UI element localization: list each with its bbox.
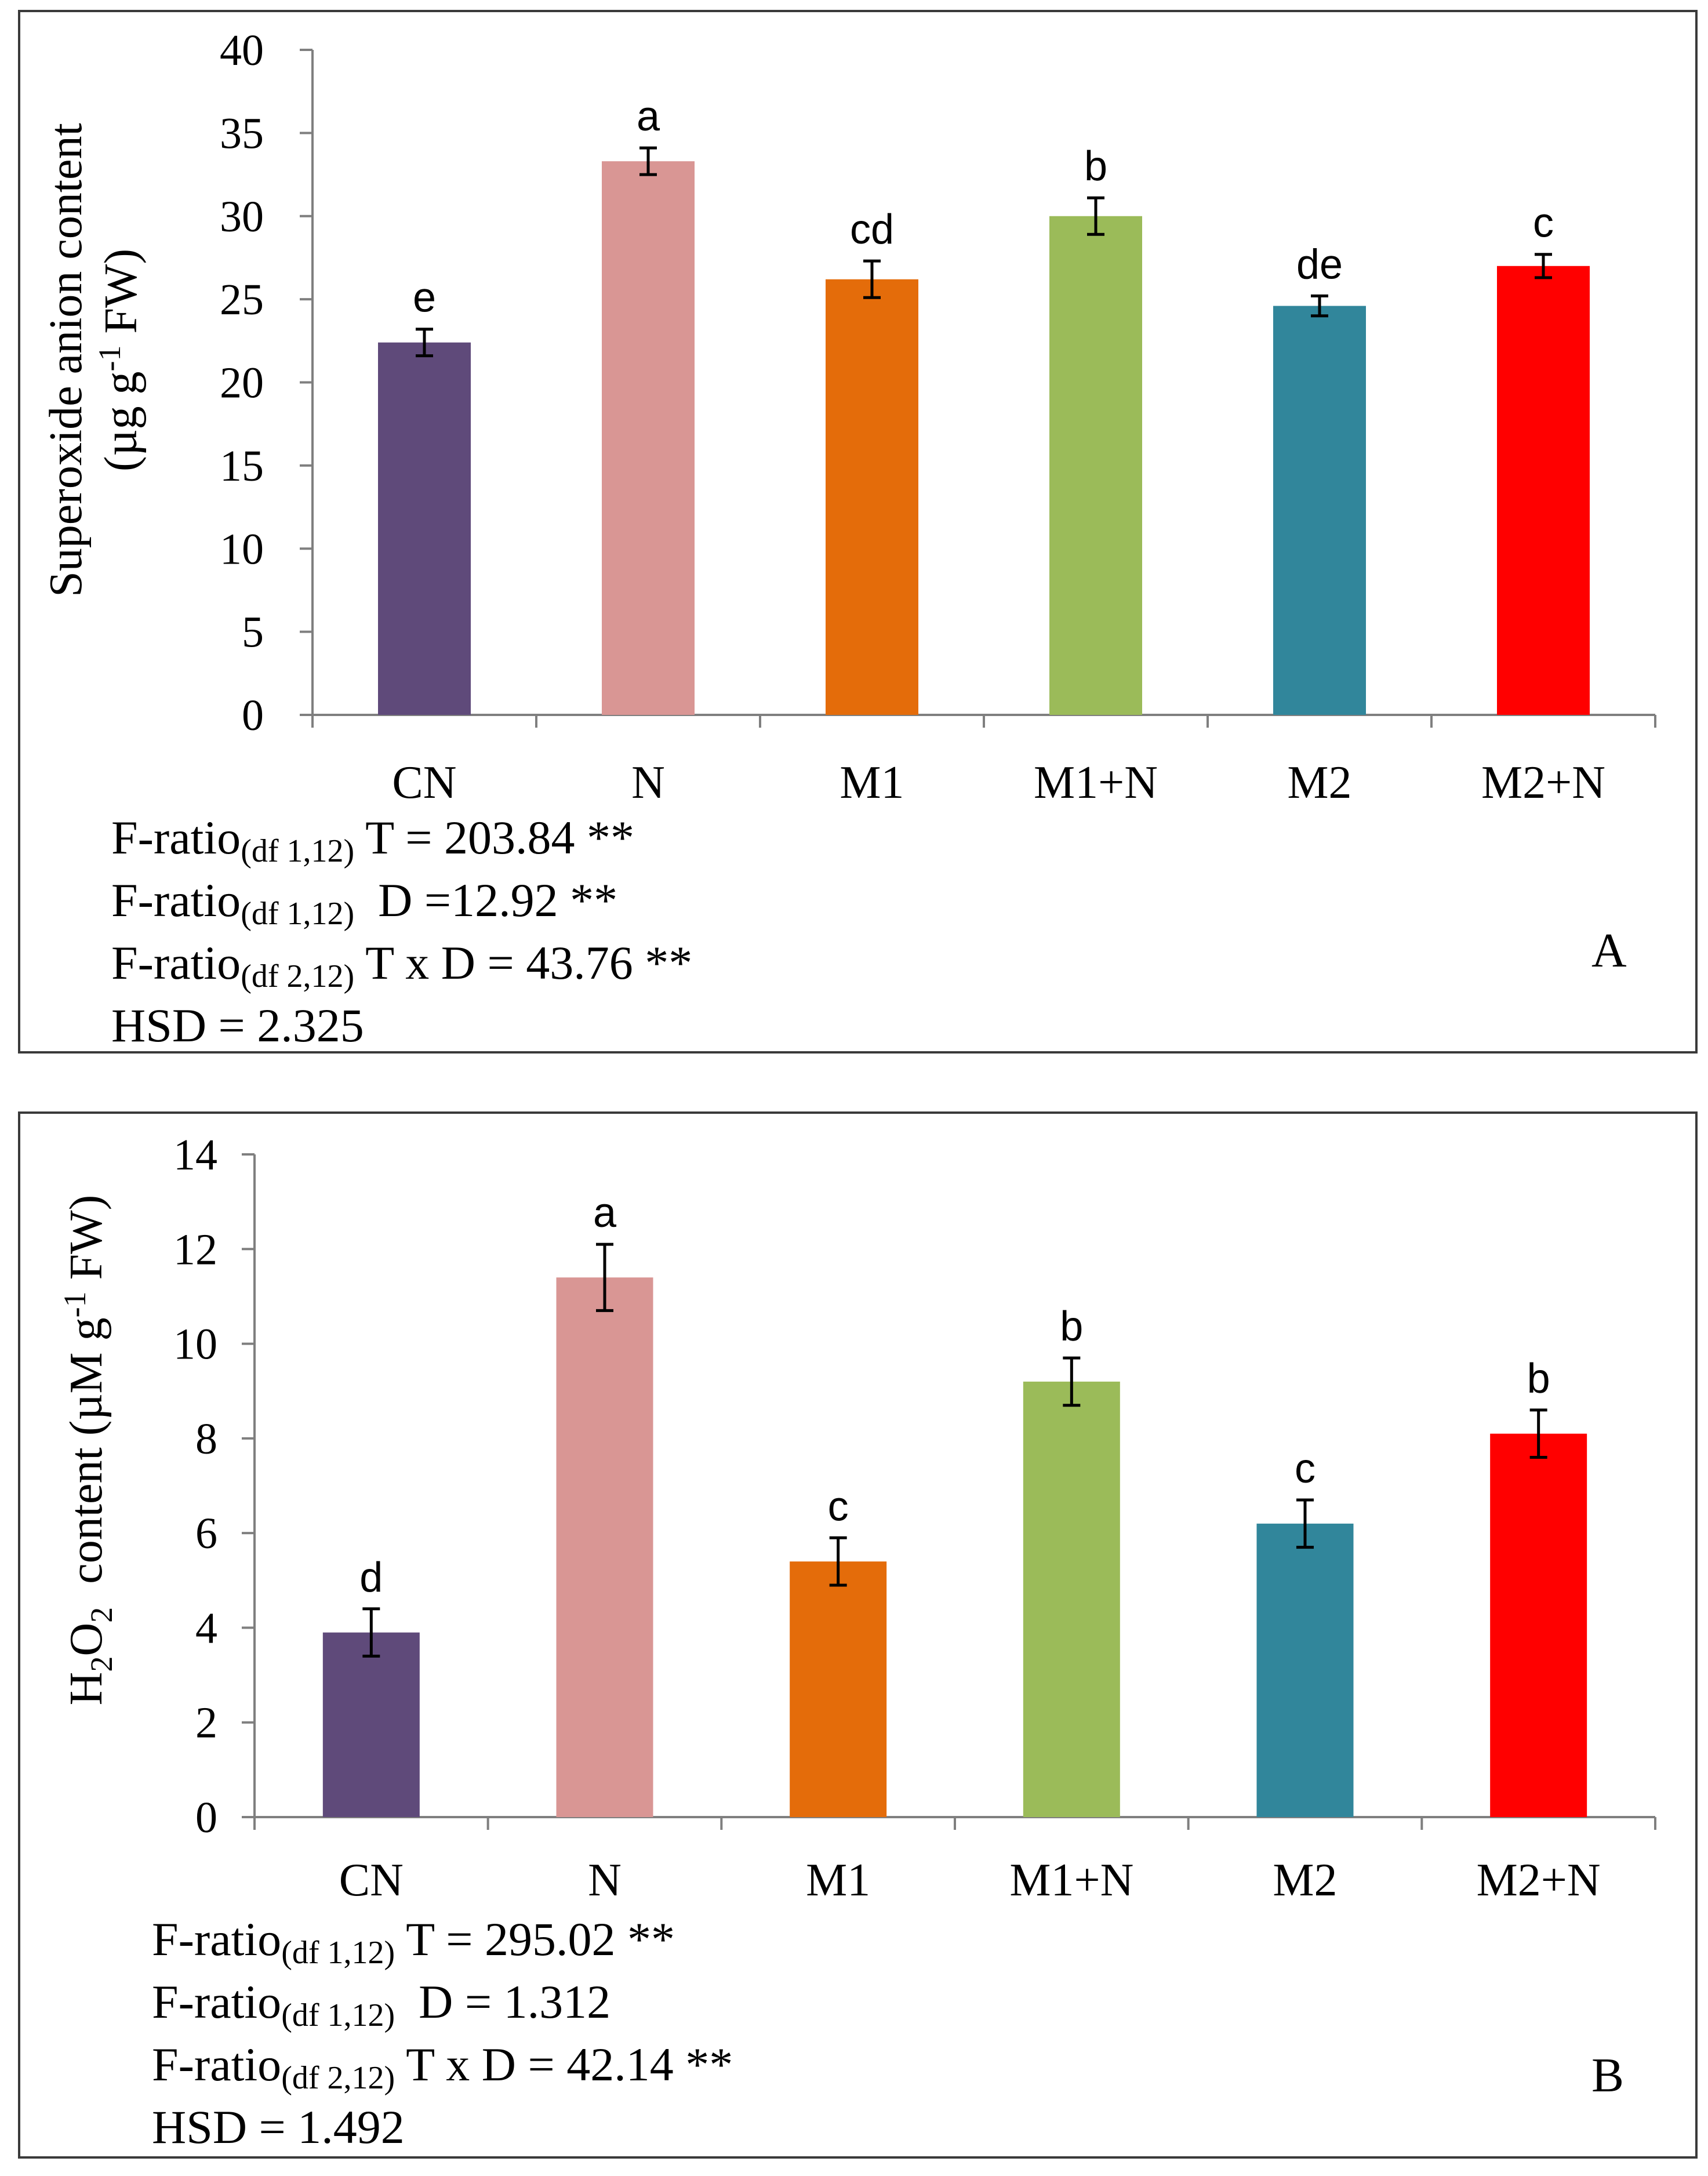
x-category-label: M2: [1287, 757, 1351, 808]
significance-letter: c: [828, 1483, 849, 1530]
stat-line: HSD = 1.492: [152, 2101, 405, 2153]
panel-label-a: A: [1591, 924, 1627, 978]
panel-label-b: B: [1591, 2048, 1625, 2102]
y-tick-label: 10: [220, 525, 264, 573]
x-category-label: M1+N: [1009, 1855, 1133, 1906]
significance-letter: c: [1295, 1445, 1315, 1492]
y-tick-label: 14: [173, 1131, 217, 1179]
stat-line: HSD = 2.325: [111, 999, 364, 1052]
x-category-label: M1+N: [1034, 757, 1158, 808]
y-axis-label-line1: Superoxide anion content: [41, 123, 92, 597]
bar-cn: [378, 342, 471, 715]
bar-m2: [1273, 306, 1366, 715]
y-tick-label: 0: [195, 1793, 217, 1842]
stat-line: F-ratio(df 1,12) D =12.92 **: [111, 874, 618, 932]
bar-n: [602, 161, 695, 715]
y-tick-label: 40: [220, 26, 264, 75]
y-tick-label: 30: [220, 192, 264, 241]
anova-stats-a: F-ratio(df 1,12) T = 203.84 ** F-ratio(d…: [111, 807, 692, 1057]
stat-line: F-ratio(df 2,12) T x D = 43.76 **: [111, 936, 693, 994]
bar-m1: [790, 1561, 887, 1817]
significance-letter: d: [359, 1554, 383, 1601]
y-tick-label: 6: [195, 1509, 217, 1558]
bar-cn: [322, 1632, 420, 1817]
y-tick-label: 0: [242, 691, 264, 740]
y-axis-label: H2O2 content (µM g-1 FW): [57, 1195, 119, 1706]
bar-m1-plus-n: [1023, 1381, 1120, 1817]
y-tick-label: 2: [195, 1699, 217, 1748]
y-axis-label-line2: (µg g-1 FW): [92, 249, 147, 471]
x-category-label: M1: [806, 1855, 870, 1906]
y-tick-label: 5: [242, 608, 264, 657]
x-category-label: CN: [339, 1855, 404, 1906]
significance-letter: cd: [850, 206, 894, 253]
significance-letter: b: [1060, 1303, 1083, 1350]
significance-letter: e: [413, 275, 436, 321]
bar-m1-plus-n: [1049, 216, 1142, 715]
x-category-label: M2: [1273, 1855, 1337, 1906]
x-category-label: M2+N: [1481, 757, 1605, 808]
significance-letter: b: [1084, 143, 1107, 190]
bar-m1: [826, 279, 918, 715]
significance-letter: a: [637, 93, 660, 140]
x-category-label: N: [631, 757, 665, 808]
y-tick-label: 8: [195, 1415, 217, 1463]
bar-n: [556, 1277, 653, 1817]
stat-line: F-ratio(df 1,12) D = 1.312: [152, 1975, 611, 2033]
y-tick-label: 4: [195, 1604, 217, 1652]
significance-letter: c: [1533, 200, 1554, 246]
significance-letter: de: [1296, 241, 1343, 288]
y-tick-label: 20: [220, 359, 264, 408]
superoxide-bar-chart: Superoxide anion content (µg g-1 FW) 0 5 1…: [41, 26, 1656, 808]
chart-panel-a: Superoxide anion content (µg g-1 FW) 0 5 1…: [18, 10, 1698, 1054]
h2o2-bar-chart: H2O2 content (µM g-1 FW) 0 2 4 6 8 10 12 14 d CN a…: [57, 1131, 1656, 1906]
y-tick-label: 10: [173, 1320, 217, 1369]
y-tick-label: 15: [220, 442, 264, 491]
bar-m2: [1256, 1523, 1354, 1817]
y-tick-label: 25: [220, 275, 264, 324]
anova-stats-b: F-ratio(df 1,12) T = 295.02 ** F-ratio(d…: [152, 1908, 733, 2159]
bar-m2-plus-n: [1490, 1433, 1587, 1817]
significance-letter: b: [1527, 1356, 1550, 1402]
x-category-label: M2+N: [1477, 1855, 1601, 1906]
y-tick-label: 12: [173, 1225, 217, 1274]
stat-line: F-ratio(df 2,12) T x D = 42.14 **: [152, 2038, 733, 2096]
x-category-label: N: [588, 1855, 622, 1906]
significance-letter: a: [593, 1190, 617, 1236]
x-category-label: M1: [840, 757, 904, 808]
y-tick-label: 35: [220, 109, 264, 158]
x-category-label: CN: [392, 757, 456, 808]
stat-line: F-ratio(df 1,12) T = 203.84 **: [111, 811, 635, 869]
bar-m2-plus-n: [1497, 266, 1590, 715]
stat-line: F-ratio(df 1,12) T = 295.02 **: [152, 1913, 675, 1971]
chart-panel-b: H2O2 content (µM g-1 FW) 0 2 4 6 8 10 12 14 d CN a…: [18, 1111, 1698, 2159]
